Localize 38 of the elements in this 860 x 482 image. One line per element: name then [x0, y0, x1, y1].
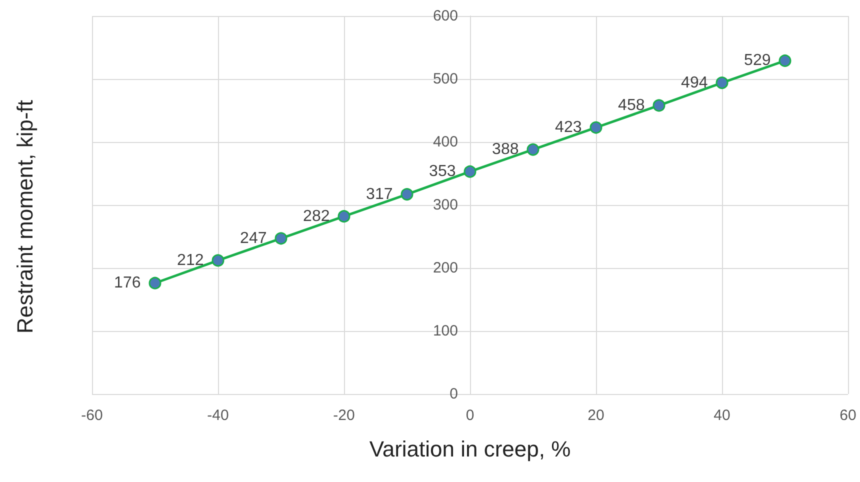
y-tick-label: 0 [450, 386, 458, 402]
x-tick-label: 20 [588, 407, 604, 424]
data-label: 388 [492, 141, 519, 158]
data-label: 247 [240, 230, 267, 247]
data-label: 529 [744, 52, 771, 70]
x-tick-label: 0 [466, 407, 474, 424]
point [212, 254, 224, 267]
point [590, 121, 602, 134]
data-label: 494 [681, 74, 708, 92]
data-label: 317 [366, 186, 393, 203]
x-tick-label: -20 [333, 407, 355, 424]
point [464, 165, 476, 178]
point [274, 232, 288, 245]
point [652, 99, 666, 112]
point [148, 276, 162, 290]
y-tick-label: 300 [432, 196, 458, 214]
data-label: 212 [177, 252, 204, 269]
x-tick-label: -60 [81, 407, 103, 424]
point [716, 76, 728, 90]
data-label: 458 [618, 96, 645, 114]
point [778, 54, 792, 67]
y-tick-label: 400 [432, 134, 458, 150]
x-axis-title: Variation in creep, % [369, 436, 571, 462]
y-axis-title: Restraint moment, kip-ft [12, 100, 38, 334]
point [526, 143, 540, 156]
point [400, 188, 414, 201]
y-tick-label: 200 [432, 260, 458, 276]
x-tick-label: 40 [714, 407, 730, 424]
y-tick-label: 500 [432, 70, 458, 88]
y-tick-label: 100 [432, 322, 458, 340]
x-tick-label: -40 [207, 407, 229, 424]
x-tick-label: 60 [840, 407, 856, 424]
data-label: 282 [303, 208, 330, 225]
data-label: 176 [114, 274, 141, 292]
data-label: 353 [429, 163, 456, 180]
point [338, 210, 350, 223]
data-label: 423 [555, 119, 582, 136]
y-tick-label: 600 [432, 8, 458, 24]
